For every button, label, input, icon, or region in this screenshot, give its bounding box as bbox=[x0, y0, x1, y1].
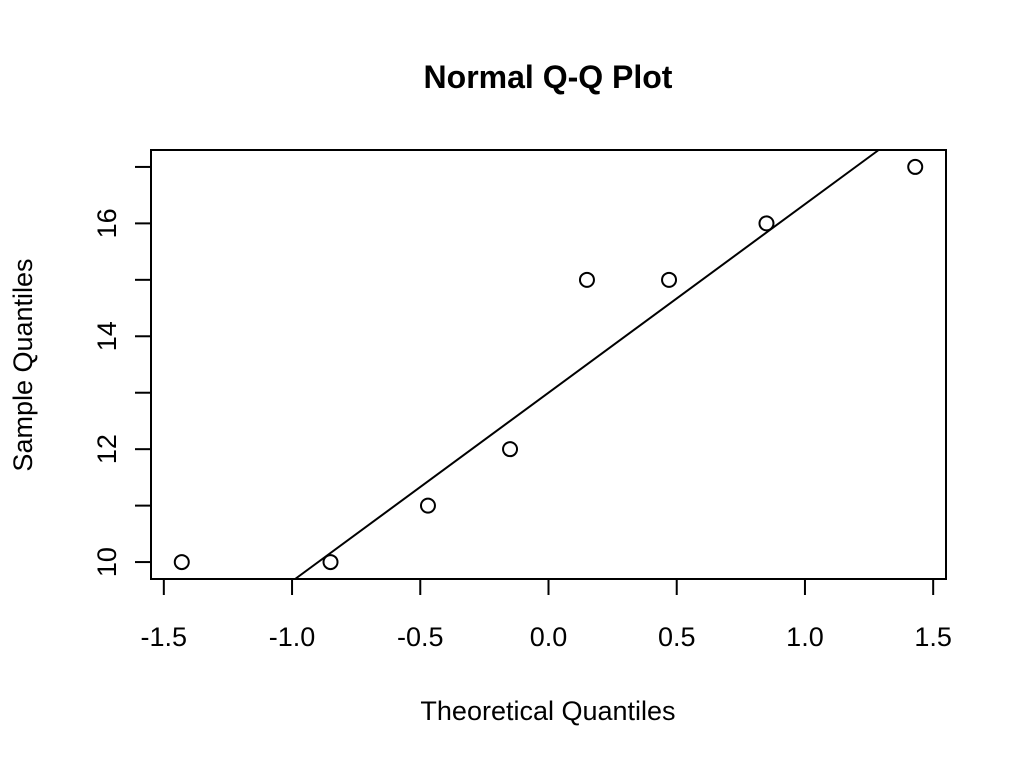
data-point bbox=[322, 554, 339, 571]
data-point bbox=[502, 441, 519, 458]
y-tick-label: 14 bbox=[92, 321, 122, 351]
data-point bbox=[661, 271, 678, 288]
data-points bbox=[173, 158, 924, 571]
x-tick-label: 1.5 bbox=[914, 622, 952, 652]
x-tick-label: 0.5 bbox=[658, 622, 696, 652]
x-axis: -1.5 -1.0 -0.5 0.0 0.5 1.0 1.5 bbox=[141, 578, 952, 652]
x-tick-label: -1.0 bbox=[269, 622, 316, 652]
data-point bbox=[578, 271, 595, 288]
x-tick-label: -0.5 bbox=[397, 622, 444, 652]
y-tick-label: 16 bbox=[92, 208, 122, 238]
y-tick-label: 12 bbox=[92, 434, 122, 464]
y-axis: 10 12 14 16 bbox=[92, 165, 152, 577]
x-tick-label: 1.0 bbox=[786, 622, 824, 652]
x-tick-label: -1.5 bbox=[141, 622, 188, 652]
reference-line bbox=[294, 149, 880, 580]
data-point bbox=[758, 215, 775, 232]
data-point bbox=[419, 497, 436, 514]
data-point bbox=[907, 158, 924, 175]
data-point bbox=[173, 554, 190, 571]
x-tick-label: 0.0 bbox=[530, 622, 568, 652]
y-tick-label: 10 bbox=[92, 547, 122, 577]
y-axis-label: Sample Quantiles bbox=[8, 258, 38, 471]
chart-title: Normal Q-Q Plot bbox=[424, 59, 673, 95]
x-axis-label: Theoretical Quantiles bbox=[420, 696, 675, 726]
plot-frame bbox=[150, 149, 947, 580]
